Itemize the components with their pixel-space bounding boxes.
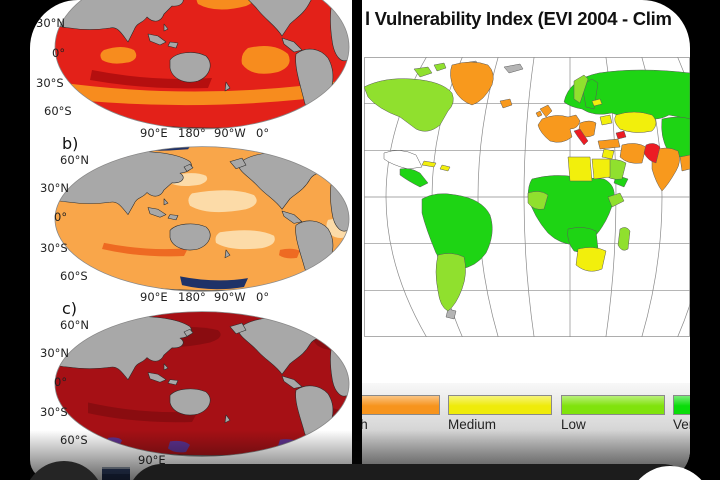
lat-label: 60°N	[60, 153, 89, 167]
lon-label: 90°W	[214, 290, 246, 304]
evi-world-map	[364, 57, 690, 337]
next-figure-peek	[102, 467, 130, 480]
subfigure-label-b: b)	[62, 134, 79, 153]
legend-label-low: Low	[561, 417, 586, 432]
lat-label: 0°	[52, 46, 66, 60]
lat-label: 30°N	[40, 346, 69, 360]
lon-label: 0°	[256, 126, 270, 140]
legend-swatch-very-low	[673, 395, 690, 415]
figure-panel-evi-map: l Vulnerability Index (EVI 2004 - Clim	[362, 0, 690, 480]
lon-label: 0°	[256, 290, 270, 304]
figure-panel-sst-maps: 30°N 0° 30°S 60°S 90°E 180° 90°W 0° b)	[30, 0, 352, 480]
map-c-sst	[54, 311, 350, 457]
lon-label: 180°	[178, 290, 206, 304]
legend-label-medium: Medium	[448, 417, 497, 432]
lon-label: 180°	[178, 126, 206, 140]
legend-label-very-low: Very Low	[673, 417, 690, 432]
lat-label: 30°N	[36, 16, 65, 30]
player-control-bar[interactable]	[128, 464, 696, 480]
panel-divider	[352, 0, 362, 480]
lon-label: 90°E	[140, 126, 168, 140]
subfigure-label-c: c)	[62, 299, 78, 318]
lat-label: 60°S	[60, 433, 88, 447]
legend-swatch-low	[561, 395, 665, 415]
lat-label: 0°	[54, 375, 68, 389]
lat-label: 30°S	[40, 405, 68, 419]
lat-label: 30°S	[40, 241, 68, 255]
legend-swatch-medium	[448, 395, 552, 415]
lon-label: 90°E	[140, 290, 168, 304]
map-a-sst	[54, 0, 350, 130]
lat-label: 60°S	[44, 104, 72, 118]
lon-label: 90°W	[214, 126, 246, 140]
lat-label: 30°N	[40, 181, 69, 195]
lat-label: 0°	[54, 210, 68, 224]
map-b-sst	[54, 146, 350, 292]
lat-label: 60°N	[60, 318, 89, 332]
legend-swatch-high	[362, 395, 440, 415]
lat-label: 30°S	[36, 76, 64, 90]
evi-title: l Vulnerability Index (EVI 2004 - Clim	[365, 8, 672, 29]
legend-label-high: High	[362, 417, 368, 432]
lat-label: 60°S	[60, 269, 88, 283]
